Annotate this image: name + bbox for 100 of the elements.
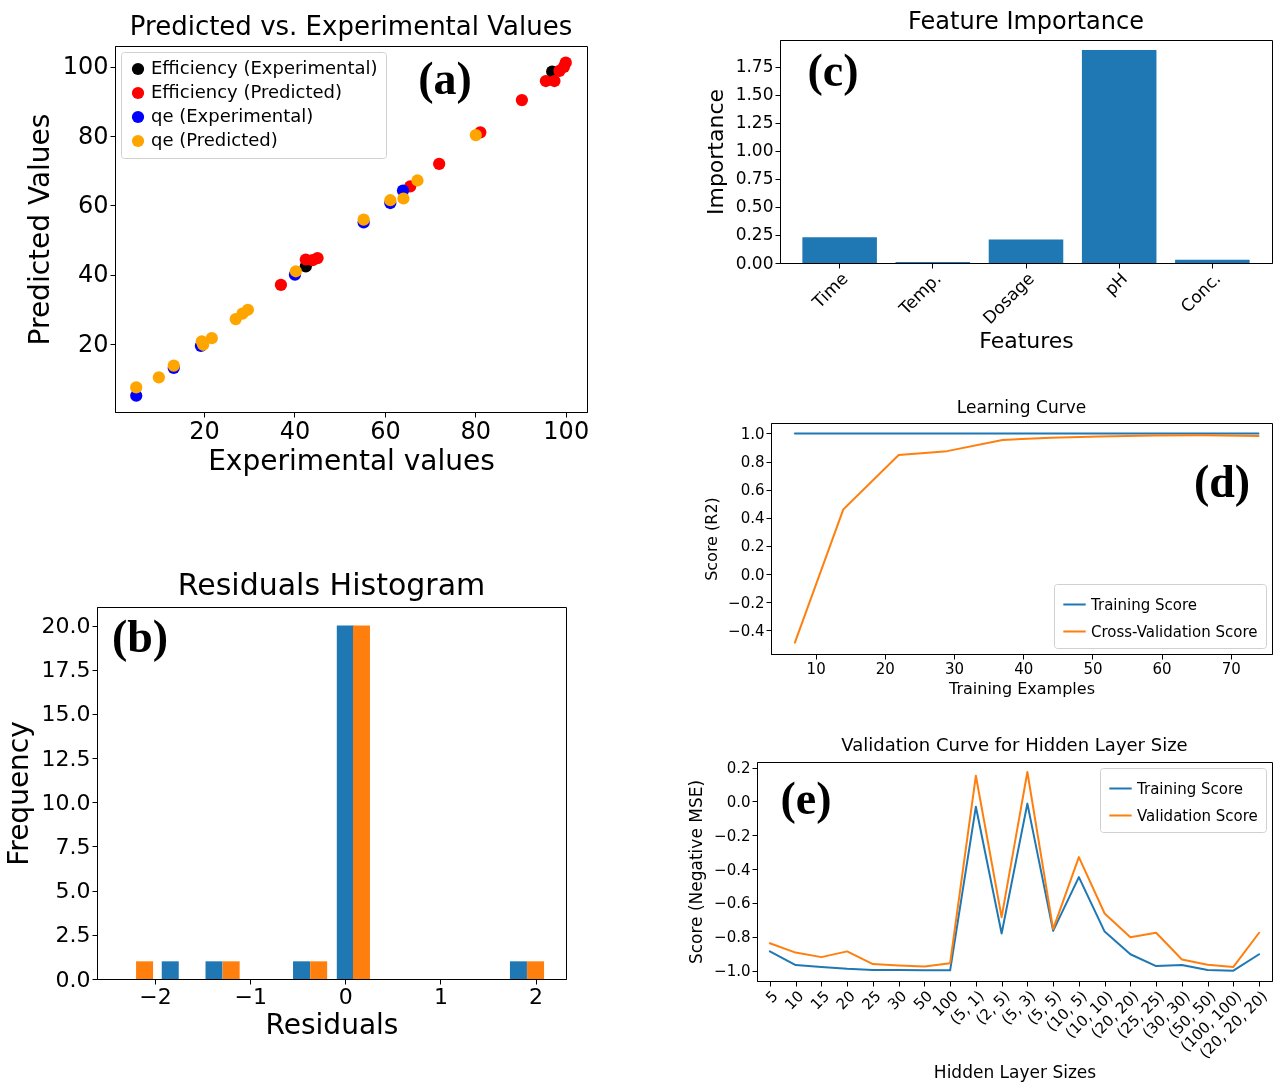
annotation: (c) <box>807 45 859 96</box>
chart-title: Validation Curve for Hidden Layer Size <box>841 733 1188 755</box>
bar <box>802 237 877 263</box>
point <box>559 56 572 69</box>
y-tick-label: 0.8 <box>740 453 765 472</box>
x-axis-title: Experimental values <box>208 443 495 477</box>
y-tick-label: −0.2 <box>714 826 751 845</box>
y-tick-label: 2.5 <box>55 922 91 948</box>
y-tick-label: −0.2 <box>728 593 765 612</box>
legend-label: Efficiency (Experimental) <box>151 57 378 78</box>
point <box>205 332 218 345</box>
x-axis-title: Training Examples <box>948 678 1095 698</box>
y-tick-label: 0.2 <box>726 759 751 778</box>
y-axis-title: Importance <box>702 88 728 216</box>
chart-title: Feature Importance <box>908 7 1144 35</box>
legend-label: Training Score <box>1136 779 1243 798</box>
y-axis-title: Score (Negative MSE) <box>686 779 707 965</box>
x-axis-title: Residuals <box>265 1007 399 1041</box>
x-tick-label: 60 <box>370 416 401 445</box>
y-tick-label: −0.8 <box>714 928 751 947</box>
legend-label: Cross-Validation Score <box>1091 622 1258 641</box>
y-tick-label: 0.00 <box>735 252 774 273</box>
point <box>397 192 410 205</box>
y-tick-label: 12.5 <box>41 745 91 771</box>
y-axis-title: Frequency <box>1 721 35 866</box>
y-tick-label: 0.6 <box>740 481 765 500</box>
y-tick-label: 0.25 <box>735 224 774 245</box>
y-tick-label: 0.4 <box>740 509 765 528</box>
y-axis-title: Score (R2) <box>702 497 722 581</box>
x-tick-label: 20 <box>875 659 895 678</box>
bar <box>1175 259 1250 263</box>
x-tick-label: 2 <box>529 983 544 1009</box>
y-tick-label: 80 <box>77 121 109 150</box>
x-tick-label: 40 <box>1014 659 1034 678</box>
x-tick-label: 0 <box>338 983 353 1009</box>
y-tick-label: 0.0 <box>726 792 751 811</box>
y-tick-label: 15.0 <box>41 701 91 727</box>
x-tick-label: 25 <box>858 987 885 1014</box>
line-series <box>768 770 1261 968</box>
x-tick-label: 70 <box>1221 659 1241 678</box>
point <box>515 93 529 107</box>
y-tick-label: −0.4 <box>728 621 765 640</box>
y-tick-label: 1.0 <box>740 424 765 443</box>
x-tick-label: 30 <box>944 659 965 678</box>
point <box>274 278 288 291</box>
y-tick-label: 0.0 <box>55 966 91 992</box>
x-axis-title: Hidden Layer Sizes <box>933 1062 1097 1082</box>
y-tick-label: 20 <box>77 329 109 358</box>
x-tick-label: 30 <box>884 987 911 1014</box>
y-tick-label: 1.00 <box>735 140 774 161</box>
y-tick-label: 1.25 <box>735 112 774 133</box>
x-tick-label: 15 <box>806 987 834 1014</box>
x-axis-title: Features <box>979 328 1074 354</box>
legend-label: Validation Score <box>1137 806 1258 825</box>
annotation: (b) <box>111 611 169 662</box>
point <box>411 174 424 187</box>
annotation: (e) <box>780 773 832 824</box>
annotation: (d) <box>1193 456 1251 507</box>
x-tick-label: 100 <box>543 416 590 445</box>
y-tick-label: 10.0 <box>41 789 91 815</box>
x-tick-label: 20 <box>189 416 220 445</box>
y-tick-label: 1.50 <box>735 84 774 105</box>
point <box>241 303 255 316</box>
point <box>152 371 165 384</box>
x-tick-label: −1 <box>234 983 267 1009</box>
y-tick-label: 0.50 <box>735 196 774 217</box>
x-tick-label: 40 <box>279 416 311 445</box>
y-tick-label: −1.0 <box>714 962 751 981</box>
y-tick-label: 20.0 <box>41 613 91 639</box>
x-tick-label: 60 <box>1152 659 1172 678</box>
x-tick-label: 20 <box>832 987 859 1014</box>
x-tick-label: 1 <box>433 983 448 1009</box>
legend-label: qe (Predicted) <box>151 129 278 150</box>
y-tick-label: 1.75 <box>735 56 774 77</box>
bar <box>1081 50 1157 263</box>
legend-label: qe (Experimental) <box>151 105 314 126</box>
legend-label: Training Score <box>1090 595 1197 614</box>
y-tick-label: 0.0 <box>740 565 765 584</box>
y-tick-label: −0.6 <box>714 894 751 913</box>
y-tick-label: −0.4 <box>714 860 751 879</box>
x-tick-label: 5 <box>762 987 782 1007</box>
x-tick-label: pH <box>1100 268 1132 300</box>
point <box>130 381 143 394</box>
y-tick-label: 60 <box>77 190 109 219</box>
x-tick-label: −2 <box>139 983 172 1009</box>
chart-title: Residuals Histogram <box>177 567 486 602</box>
bar <box>988 239 1064 263</box>
y-tick-label: 100 <box>62 52 109 81</box>
y-tick-label: 17.5 <box>41 657 91 683</box>
point <box>548 74 561 88</box>
x-tick-label: 10 <box>806 659 826 678</box>
chart-title: Predicted vs. Experimental Values <box>129 11 573 41</box>
point <box>469 128 482 142</box>
chart-title: Learning Curve <box>956 397 1087 417</box>
x-tick-label: 50 <box>1083 659 1103 678</box>
y-tick-label: 5.0 <box>55 878 91 904</box>
y-axis-title: Predicted Values <box>22 113 56 346</box>
legend-label: Efficiency (Predicted) <box>151 81 342 102</box>
y-tick-label: 0.75 <box>735 168 774 189</box>
x-tick-label: 10 <box>781 987 808 1014</box>
